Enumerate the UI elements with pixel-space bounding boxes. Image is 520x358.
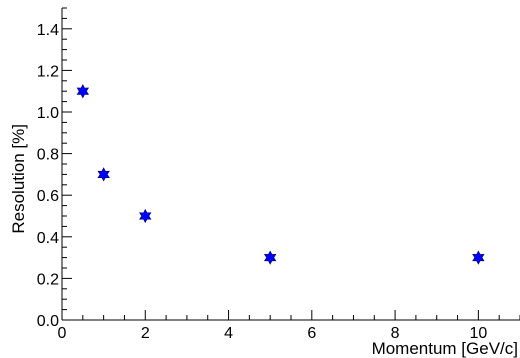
y-tick-label: 0.4 bbox=[37, 230, 59, 247]
x-tick-label: 8 bbox=[391, 325, 400, 342]
y-tick-label: 0.6 bbox=[37, 188, 59, 205]
x-axis-ticks bbox=[61, 310, 520, 320]
data-point bbox=[76, 84, 90, 99]
x-tick-label: 0 bbox=[58, 325, 67, 342]
x-axis-title: Momentum [GeV/c] bbox=[372, 339, 518, 358]
x-tick-label: 6 bbox=[307, 325, 316, 342]
data-point bbox=[97, 167, 110, 182]
x-axis-tick-labels: 0 2 4 6 8 10 bbox=[58, 325, 488, 342]
y-tick-label: 0.2 bbox=[37, 271, 59, 288]
data-markers bbox=[76, 84, 485, 265]
data-point bbox=[139, 208, 152, 224]
y-tick-label: 0.0 bbox=[37, 313, 59, 330]
x-tick-label: 10 bbox=[469, 325, 487, 342]
y-tick-label: 1.2 bbox=[37, 63, 59, 80]
x-tick-label: 2 bbox=[141, 325, 150, 342]
x-tick-label: 4 bbox=[224, 325, 233, 342]
y-tick-label: 0.8 bbox=[37, 147, 59, 164]
plot-frame bbox=[61, 8, 520, 321]
y-axis-tick-labels: 0.0 0.2 0.4 0.6 0.8 1.0 1.2 1.4 bbox=[37, 22, 59, 330]
y-tick-label: 1.0 bbox=[37, 105, 59, 122]
data-point bbox=[263, 250, 277, 265]
y-axis-ticks bbox=[62, 7, 72, 321]
data-point bbox=[472, 250, 485, 265]
y-tick-label: 1.4 bbox=[37, 22, 59, 39]
y-axis-title: Resolution [%] bbox=[9, 124, 28, 234]
